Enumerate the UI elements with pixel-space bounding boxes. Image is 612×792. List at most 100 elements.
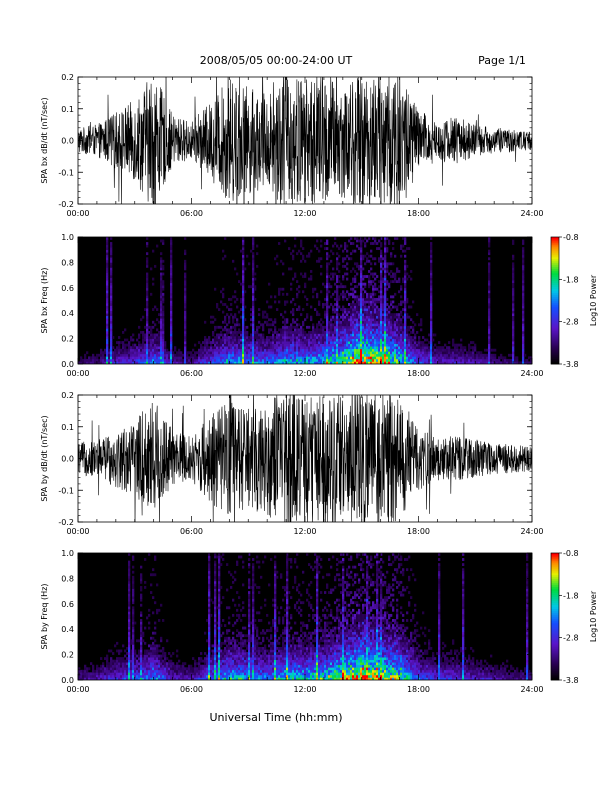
spectrogram-cell — [386, 315, 389, 319]
spectrogram-cell — [240, 282, 243, 286]
spectrogram-cell — [264, 348, 267, 352]
spectrogram-cell — [382, 305, 385, 309]
spectrogram-cell — [276, 348, 279, 352]
spectrogram-cell — [118, 664, 121, 668]
spectrogram-cell — [170, 242, 173, 245]
spectrogram-cell — [426, 343, 429, 347]
spectrogram-cell — [314, 244, 317, 248]
spectrogram-cell — [162, 305, 165, 309]
spectrogram-cell — [294, 338, 297, 342]
spectrogram-cell — [346, 348, 349, 352]
spectrogram-cell — [134, 621, 137, 625]
spectrogram-cell — [150, 672, 153, 676]
spectrogram-cell — [170, 295, 173, 299]
x-tick-label: 24:00 — [520, 209, 543, 218]
spectrogram-cell — [290, 343, 293, 347]
spectrogram-cell — [400, 313, 403, 317]
spectrogram-cell — [116, 649, 119, 653]
spectrogram-cell — [196, 356, 199, 360]
spectrogram-cell — [344, 285, 347, 289]
spectrogram-cell — [142, 353, 145, 357]
spectrogram-cell — [266, 343, 269, 347]
spectrogram-cell — [224, 341, 227, 344]
spectrogram-cell — [332, 323, 335, 327]
spectrogram-cell — [326, 282, 329, 286]
spectrogram-cell — [208, 636, 211, 640]
spectrogram-cell — [238, 361, 241, 364]
spectrogram-cell — [262, 358, 265, 362]
spectrogram-cell — [430, 252, 433, 256]
spectrogram-cell — [164, 348, 167, 352]
spectrogram-cell — [300, 356, 303, 360]
spectrogram-cell — [330, 285, 333, 289]
spectrogram-cell — [366, 257, 369, 261]
spectrogram-cell — [236, 338, 239, 342]
spectrogram-cell — [270, 328, 273, 332]
spectrogram-cell — [430, 330, 433, 334]
spectrogram-cell — [138, 343, 141, 347]
spectrogram-cell — [210, 674, 213, 678]
spectrogram-cell — [144, 325, 147, 329]
spectrogram-cell — [380, 305, 383, 309]
spectrogram-cell — [326, 325, 329, 329]
spectrogram-cell — [170, 252, 173, 256]
spectrogram-cell — [404, 297, 407, 301]
spectrogram-cell — [138, 351, 141, 355]
spectrogram-cell — [398, 280, 401, 284]
spectrogram-cell — [144, 358, 147, 362]
spectrogram-cell — [106, 282, 109, 286]
spectrogram-cell — [488, 272, 491, 276]
spectrogram-cell — [296, 333, 299, 337]
spectrogram-cell — [358, 264, 361, 268]
spectrogram-cell — [326, 277, 329, 281]
spectrogram-cell — [282, 272, 285, 276]
spectrogram-cell — [118, 348, 121, 352]
spectrogram-cell — [338, 351, 341, 355]
spectrogram-cell — [246, 351, 249, 355]
spectrogram-cell — [522, 343, 525, 347]
spectrogram-cell — [150, 636, 153, 640]
spectrogram-cell — [286, 353, 289, 357]
spectrogram-cell — [328, 351, 331, 355]
spectrogram-cell — [454, 356, 457, 360]
spectrogram-cell — [336, 259, 339, 263]
spectrogram-cell — [268, 358, 271, 362]
spectrogram-cell — [232, 361, 235, 364]
spectrogram-cell — [346, 351, 349, 355]
spectrogram-cell — [292, 351, 295, 355]
spectrogram-cell — [136, 353, 139, 357]
spectrogram-cell — [474, 353, 477, 357]
spectrogram-cell — [312, 348, 315, 352]
spectrogram-cell — [378, 290, 381, 294]
spectrogram-cell — [130, 657, 133, 660]
spectrogram-cell — [470, 346, 473, 350]
spectrogram-cell — [138, 649, 141, 653]
spectrogram-cell — [138, 353, 141, 357]
spectrogram-cell — [340, 328, 343, 332]
spectrogram-cell — [148, 644, 151, 648]
spectrogram-cell — [364, 303, 367, 306]
spectrogram-cell — [102, 662, 105, 666]
spectrogram-cell — [130, 358, 133, 362]
spectrogram-cell — [400, 287, 403, 291]
spectrogram-cell — [384, 287, 387, 291]
spectrogram-cell — [354, 361, 357, 364]
spectrogram-cell — [170, 664, 173, 668]
spectrogram-cell — [98, 669, 101, 673]
spectrogram-cell — [280, 348, 283, 352]
spectrogram-cell — [482, 358, 485, 362]
spectrogram-cell — [440, 346, 443, 350]
spectrogram-cell — [192, 672, 195, 676]
spectrogram-cell — [290, 323, 293, 327]
spectrogram-cell — [392, 330, 395, 334]
spectrogram-cell — [128, 669, 131, 673]
spectrogram-cell — [282, 341, 285, 344]
spectrogram-cell — [144, 669, 147, 673]
spectrogram-cell — [386, 353, 389, 357]
spectrogram-cell — [430, 341, 433, 344]
spectrogram-cell — [314, 338, 317, 342]
spectrogram-cell — [374, 237, 377, 240]
spectrogram-cell — [140, 348, 143, 352]
spectrogram-cell — [176, 351, 179, 355]
spectrogram-cell — [296, 343, 299, 347]
